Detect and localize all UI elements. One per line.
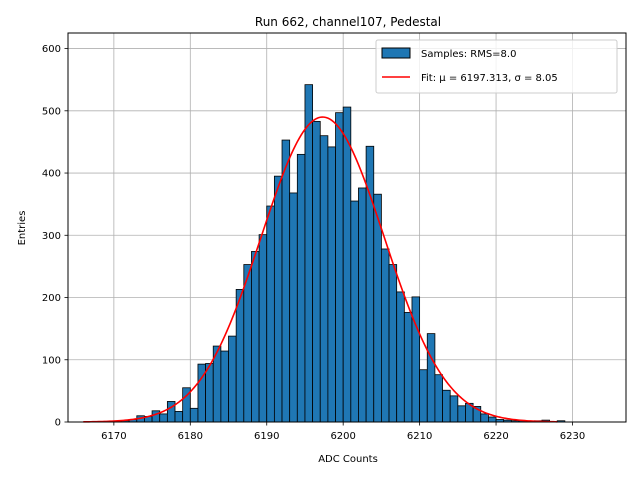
x-tick-label: 6230 [560,431,585,442]
histogram-bar [342,106,352,423]
legend-label-fit: Fit: μ = 6197.313, σ = 8.05 [421,73,558,84]
histogram-bar [419,369,428,423]
histogram-bar [335,112,344,423]
legend-box [375,39,618,94]
histogram-bars [113,84,566,423]
histogram-bar [373,193,382,423]
histogram-bar [434,374,443,423]
fit-curve-line [83,116,558,423]
x-tick-label: 6180 [178,431,203,442]
histogram-bar [358,187,367,423]
histogram-bar [304,84,314,423]
x-axis-label: ADC Counts [318,454,378,465]
histogram-bar [205,363,214,423]
histogram-bar [319,135,329,423]
histogram-bar [449,395,459,423]
histogram-bar [350,200,359,423]
histogram-bar [411,296,421,423]
histogram-bar [380,248,390,423]
histogram-bar [312,120,321,423]
histogram-bar [273,175,283,423]
histogram-bar [159,413,168,423]
y-tick-label: 0 [55,418,61,429]
legend: Samples: RMS=8.0 Fit: μ = 6197.313, σ = … [375,39,618,94]
histogram-bar [396,291,405,423]
y-tick-label: 300 [42,231,61,242]
histogram-bar [480,413,489,423]
histogram-bar [174,411,184,423]
histogram-bar [488,416,497,423]
histogram-bar [388,264,398,423]
y-axis-label: Entries [17,211,28,246]
y-tick-label: 500 [42,106,61,117]
chart-title: Run 662, channel107, Pedestal [255,15,441,29]
histogram-bar [243,264,252,423]
histogram-bar [266,205,275,423]
histogram-bar [296,153,306,423]
legend-label-samples: Samples: RMS=8.0 [421,49,516,60]
histogram-bar [327,146,336,423]
histogram-bar [258,234,268,423]
histogram-bar [166,401,176,423]
y-tick-label: 400 [42,169,61,180]
histogram-bar [426,333,436,423]
x-tick-label: 6220 [483,431,508,442]
histogram-bar [457,405,466,423]
plot-frame [67,32,627,423]
histogram-bar [189,407,199,423]
histogram-bar [220,350,229,423]
histogram-bar [289,192,298,423]
histogram-bar [251,251,260,423]
histogram-bar [228,335,237,423]
histogram-bar [235,289,245,423]
y-tick-label: 600 [42,44,61,55]
x-tick-label: 6200 [330,431,355,442]
legend-patch-samples [381,47,411,59]
x-tick-label: 6170 [101,431,126,442]
x-tick-label: 6210 [407,431,432,442]
y-tick-label: 100 [42,355,61,366]
x-tick-label: 6190 [254,431,279,442]
y-tick-label: 200 [42,293,61,304]
histogram-bar [442,389,451,423]
x-axis-ticks: 6170 6180 6190 6200 6210 6220 6230 [101,422,585,442]
fit-curve [83,116,558,423]
histogram-bar [281,139,291,423]
histogram-bar [403,312,413,423]
y-axis-ticks: 0 100 200 300 400 500 600 [42,44,68,429]
